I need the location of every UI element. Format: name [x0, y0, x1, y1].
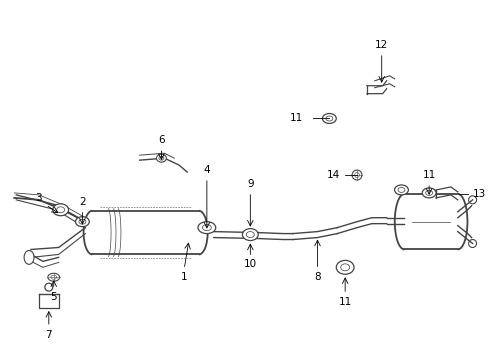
Ellipse shape — [156, 154, 167, 162]
Text: 8: 8 — [314, 272, 321, 282]
Ellipse shape — [326, 116, 333, 121]
Ellipse shape — [243, 229, 258, 240]
Text: 12: 12 — [375, 40, 389, 50]
Ellipse shape — [57, 207, 65, 213]
Ellipse shape — [341, 264, 349, 271]
Text: 11: 11 — [422, 170, 436, 180]
Ellipse shape — [159, 156, 164, 160]
Ellipse shape — [322, 113, 336, 123]
Ellipse shape — [394, 185, 408, 195]
Ellipse shape — [352, 170, 362, 180]
Text: 9: 9 — [247, 179, 254, 189]
Ellipse shape — [198, 222, 216, 234]
Text: 14: 14 — [327, 170, 340, 180]
Ellipse shape — [246, 231, 254, 238]
Ellipse shape — [79, 219, 86, 224]
Ellipse shape — [51, 275, 57, 279]
Ellipse shape — [24, 251, 34, 264]
Text: 4: 4 — [203, 165, 210, 175]
Text: 13: 13 — [472, 189, 486, 199]
Ellipse shape — [202, 225, 211, 231]
Text: 2: 2 — [79, 197, 86, 207]
Text: 11: 11 — [339, 297, 352, 307]
Ellipse shape — [336, 260, 354, 274]
Text: 7: 7 — [46, 330, 52, 340]
Ellipse shape — [426, 190, 433, 195]
Text: 1: 1 — [181, 272, 188, 282]
Text: 11: 11 — [290, 113, 303, 123]
Ellipse shape — [53, 204, 69, 216]
Text: 6: 6 — [158, 135, 165, 145]
Ellipse shape — [355, 172, 360, 177]
Ellipse shape — [75, 217, 89, 227]
Ellipse shape — [422, 188, 436, 198]
Ellipse shape — [48, 273, 60, 281]
Text: 5: 5 — [50, 292, 57, 302]
Text: 10: 10 — [244, 259, 257, 269]
Text: 3: 3 — [36, 193, 42, 203]
Ellipse shape — [398, 188, 405, 192]
